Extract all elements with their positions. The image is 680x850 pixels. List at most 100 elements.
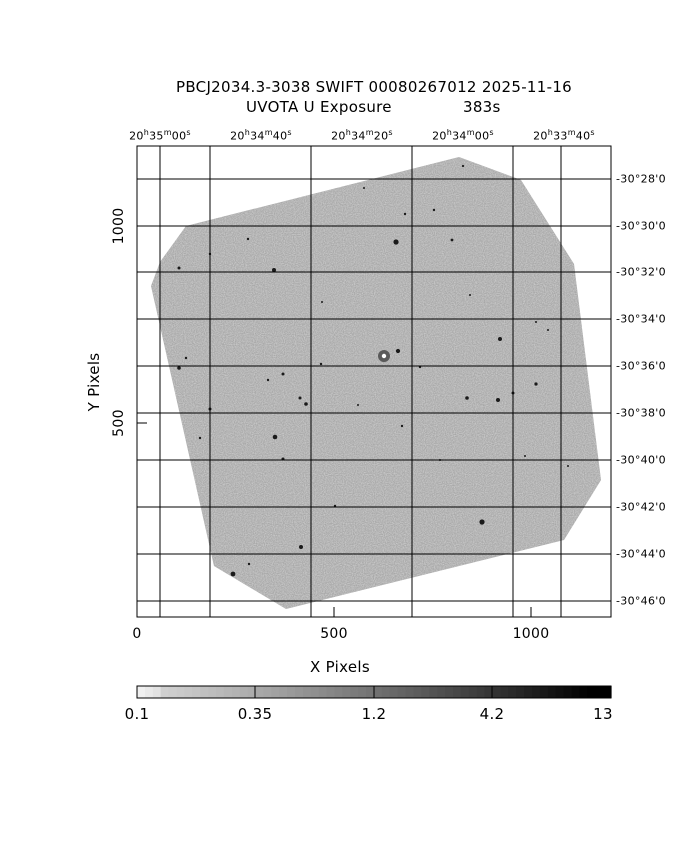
star: [363, 187, 365, 189]
colorbar-tick-label: 0.1: [124, 705, 150, 723]
ra-unit: m: [163, 128, 172, 137]
x-tick-label: 500: [320, 626, 348, 642]
dec-label: -30°42'0: [616, 500, 666, 514]
ra-value: 20: [230, 129, 245, 143]
ra-value: 35: [149, 129, 164, 143]
star: [357, 404, 359, 406]
colorbar: [136, 685, 612, 699]
ra-unit: h: [446, 128, 453, 137]
ra-value: 00: [171, 129, 187, 143]
colorbar-tick-label: 4.2: [479, 705, 505, 723]
star: [498, 337, 502, 341]
x-axis-label: X Pixels: [310, 658, 370, 676]
ra-value: 33: [553, 129, 568, 143]
ra-label: 20h34m40s: [230, 128, 292, 143]
star: [304, 402, 308, 406]
star: [535, 321, 537, 323]
ra-value: 20: [331, 129, 346, 143]
star: [281, 372, 285, 376]
colorbar-tick-label: 13: [593, 705, 613, 723]
ra-value: 40: [272, 129, 288, 143]
exposure-filter-label: UVOTA U Exposure: [246, 98, 392, 116]
ra-value: 00: [474, 129, 490, 143]
star: [198, 436, 202, 440]
ra-unit: s: [287, 128, 292, 137]
x-tick-label: 1000: [512, 626, 550, 642]
star: [465, 396, 469, 400]
dec-label: -30°32'0: [616, 265, 666, 279]
star: [272, 268, 276, 272]
star-field: [177, 164, 569, 577]
star: [272, 434, 278, 440]
colorbar-tick-label: 1.2: [361, 705, 387, 723]
dec-label: -30°38'0: [616, 406, 666, 420]
star: [319, 362, 323, 366]
star: [469, 294, 471, 296]
star: [432, 208, 436, 212]
star: [266, 378, 270, 382]
star: [400, 424, 404, 428]
ra-unit: m: [567, 128, 576, 137]
ra-label: 20h35m00s: [129, 128, 191, 143]
star: [393, 239, 399, 245]
coordinate-grid: [137, 146, 611, 617]
star: [524, 455, 526, 457]
dec-label: -30°36'0: [616, 359, 666, 373]
dec-label: -30°44'0: [616, 547, 666, 561]
ra-unit: h: [143, 128, 150, 137]
ra-value: 40: [575, 129, 591, 143]
ra-value: 20: [432, 129, 447, 143]
y-axis-label: Y Pixels: [85, 352, 103, 412]
y-tick-label: 1000: [111, 207, 127, 245]
star: [230, 571, 236, 577]
star: [177, 366, 181, 370]
dec-label: -30°40'0: [616, 453, 666, 467]
ra-value: 34: [351, 129, 366, 143]
y-tick-label: 500: [111, 409, 127, 437]
star: [567, 465, 569, 467]
star: [298, 396, 302, 400]
central-source-core: [381, 353, 387, 359]
ra-unit: m: [466, 128, 475, 137]
star: [247, 562, 251, 566]
ra-label: 20h34m20s: [331, 128, 393, 143]
ra-value: 20: [129, 129, 144, 143]
ra-value: 20: [373, 129, 389, 143]
ra-unit: s: [489, 128, 494, 137]
ra-unit: h: [345, 128, 352, 137]
x-tick-label: 0: [132, 626, 142, 642]
star: [395, 348, 401, 354]
plot-frame: [136, 145, 612, 618]
dec-label: -30°30'0: [616, 219, 666, 233]
ra-value: 34: [250, 129, 265, 143]
ra-unit: s: [388, 128, 393, 137]
star: [534, 382, 538, 386]
colorbar-tick-label: 0.35: [237, 705, 273, 723]
ra-label: 20h34m00s: [432, 128, 494, 143]
ra-value: 34: [452, 129, 467, 143]
star: [461, 164, 465, 168]
star: [496, 398, 500, 402]
ra-unit: h: [547, 128, 554, 137]
dec-label: -30°46'0: [616, 594, 666, 608]
dec-label: -30°28'0: [616, 172, 666, 186]
star: [403, 212, 407, 216]
ra-unit: m: [365, 128, 374, 137]
ra-unit: h: [244, 128, 251, 137]
ra-value: 20: [533, 129, 548, 143]
star: [299, 545, 303, 549]
ra-unit: m: [264, 128, 273, 137]
ra-unit: s: [186, 128, 191, 137]
dec-label: -30°34'0: [616, 312, 666, 326]
ra-unit: s: [590, 128, 595, 137]
axis-ticks: [136, 225, 532, 617]
ra-label: 20h33m40s: [533, 128, 595, 143]
exposure-footprint-noise: [151, 157, 601, 609]
star: [479, 519, 485, 525]
star: [547, 329, 549, 331]
star: [321, 301, 323, 303]
star: [184, 356, 188, 360]
image-title: PBCJ2034.3-3038 SWIFT 00080267012 2025-1…: [176, 78, 572, 96]
star: [450, 238, 454, 242]
